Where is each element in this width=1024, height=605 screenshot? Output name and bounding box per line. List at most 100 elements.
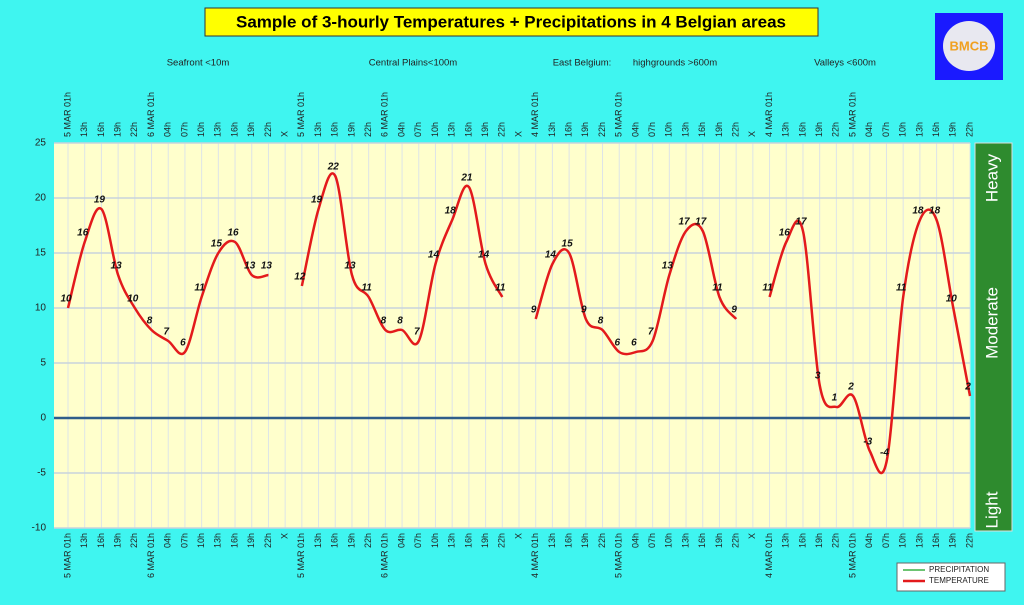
x-tick-label-top: 4 MAR 01h [764,92,774,137]
title-box [204,7,819,37]
data-label: 17 [795,217,807,228]
data-label: -3 [863,437,872,448]
x-tick-label: 07h [881,533,891,548]
x-tick-label: 07h [413,533,423,548]
data-label: 15 [562,239,574,250]
data-label: 16 [227,228,239,239]
x-tick-label: 16h [463,533,473,548]
x-tick-label: 4 MAR 01h [530,533,540,578]
plot-area [54,143,970,528]
data-label: 13 [261,261,273,272]
x-tick-label: 5 MAR 01h [296,533,306,578]
x-tick-label: 22h [363,533,373,548]
x-tick-label: 13h [781,533,791,548]
y-tick-label: -5 [37,468,46,479]
x-tick-label-top: 13h [914,122,924,137]
x-tick-label: 07h [647,533,657,548]
x-tick-label: 19h [246,533,256,548]
x-tick-label: 19h [346,533,356,548]
data-label: 3 [815,371,821,382]
data-label: 6 [614,338,620,349]
x-tick-label-top: 6 MAR 01h [146,92,156,137]
intensity-band [974,142,1013,532]
x-tick-label-top: 04h [630,122,640,137]
x-tick-label-top: 16h [563,122,573,137]
x-tick-label: 16h [229,533,239,548]
x-tick-label: 16h [563,533,573,548]
x-tick-label-top: 07h [413,122,423,137]
data-label: 12 [294,272,306,283]
x-tick-label: 6 MAR 01h [380,533,390,578]
data-label: 18 [929,206,941,217]
y-tick-label: 10 [35,303,47,314]
data-label: 10 [60,294,72,305]
x-tick-label-top: 19h [948,122,958,137]
data-label: 18 [912,206,924,217]
x-tick-label: 10h [664,533,674,548]
x-tick-label-top: 13h [781,122,791,137]
x-tick-label: 22h [129,533,139,548]
x-tick-label: 19h [112,533,122,548]
data-label: 9 [531,305,537,316]
x-tick-label-top: 4 MAR 01h [530,92,540,137]
x-tick-label: 4 MAR 01h [764,533,774,578]
data-label: 13 [111,261,123,272]
legend-label: PRECIPITATION [929,565,989,574]
data-label: 16 [77,228,89,239]
x-tick-label-top: X [280,131,290,137]
x-tick-label: 13h [680,533,690,548]
data-label: 7 [648,327,654,338]
logo-text: BMCB [950,38,989,53]
x-tick-label: 22h [497,533,507,548]
x-tick-label: 04h [630,533,640,548]
data-label: 7 [414,327,420,338]
data-label: 15 [211,239,223,250]
x-tick-label-top: 04h [396,122,406,137]
y-tick-label: 5 [40,358,46,369]
x-tick-label-top: 22h [363,122,373,137]
x-tick-label-top: 19h [246,122,256,137]
x-tick-label-top: 07h [647,122,657,137]
x-tick-label: 13h [547,533,557,548]
data-label: -4 [880,448,889,459]
x-tick-label-top: 6 MAR 01h [380,92,390,137]
x-tick-label-top: 22h [964,122,974,137]
chart-title: Sample of 3-hourly Temperatures + Precip… [236,12,786,31]
x-tick-label-top: 16h [229,122,239,137]
x-tick-label-top: 16h [797,122,807,137]
x-tick-label: X [513,533,523,539]
x-tick-label-top: 19h [714,122,724,137]
x-tick-label: 5 MAR 01h [847,533,857,578]
data-label: 6 [631,338,637,349]
x-tick-label-top: 13h [680,122,690,137]
data-label: 11 [361,283,372,294]
data-label: 2 [847,382,854,393]
x-tick-label: 22h [731,533,741,548]
x-tick-label-top: 19h [814,122,824,137]
x-tick-label: 10h [196,533,206,548]
data-label: 21 [460,173,473,184]
x-tick-label-top: X [513,131,523,137]
x-tick-label-top: 16h [96,122,106,137]
x-tick-label: 16h [931,533,941,548]
data-label: 2 [964,382,971,393]
x-tick-label: 19h [480,533,490,548]
data-label: 11 [194,283,205,294]
x-tick-label-top: 19h [112,122,122,137]
data-label: 9 [581,305,587,316]
x-tick-label-top: 19h [580,122,590,137]
data-label: 22 [327,162,340,173]
data-label: 8 [397,316,403,327]
y-tick-label: 25 [35,138,47,149]
x-tick-label: 04h [396,533,406,548]
data-label: 19 [311,195,323,206]
data-label: 7 [163,327,169,338]
x-tick-label-top: 22h [597,122,607,137]
x-tick-label-top: 13h [313,122,323,137]
x-tick-label: 16h [330,533,340,548]
x-tick-label: 10h [430,533,440,548]
data-label: 14 [478,250,490,261]
x-tick-label-top: 22h [263,122,273,137]
data-label: 17 [695,217,707,228]
